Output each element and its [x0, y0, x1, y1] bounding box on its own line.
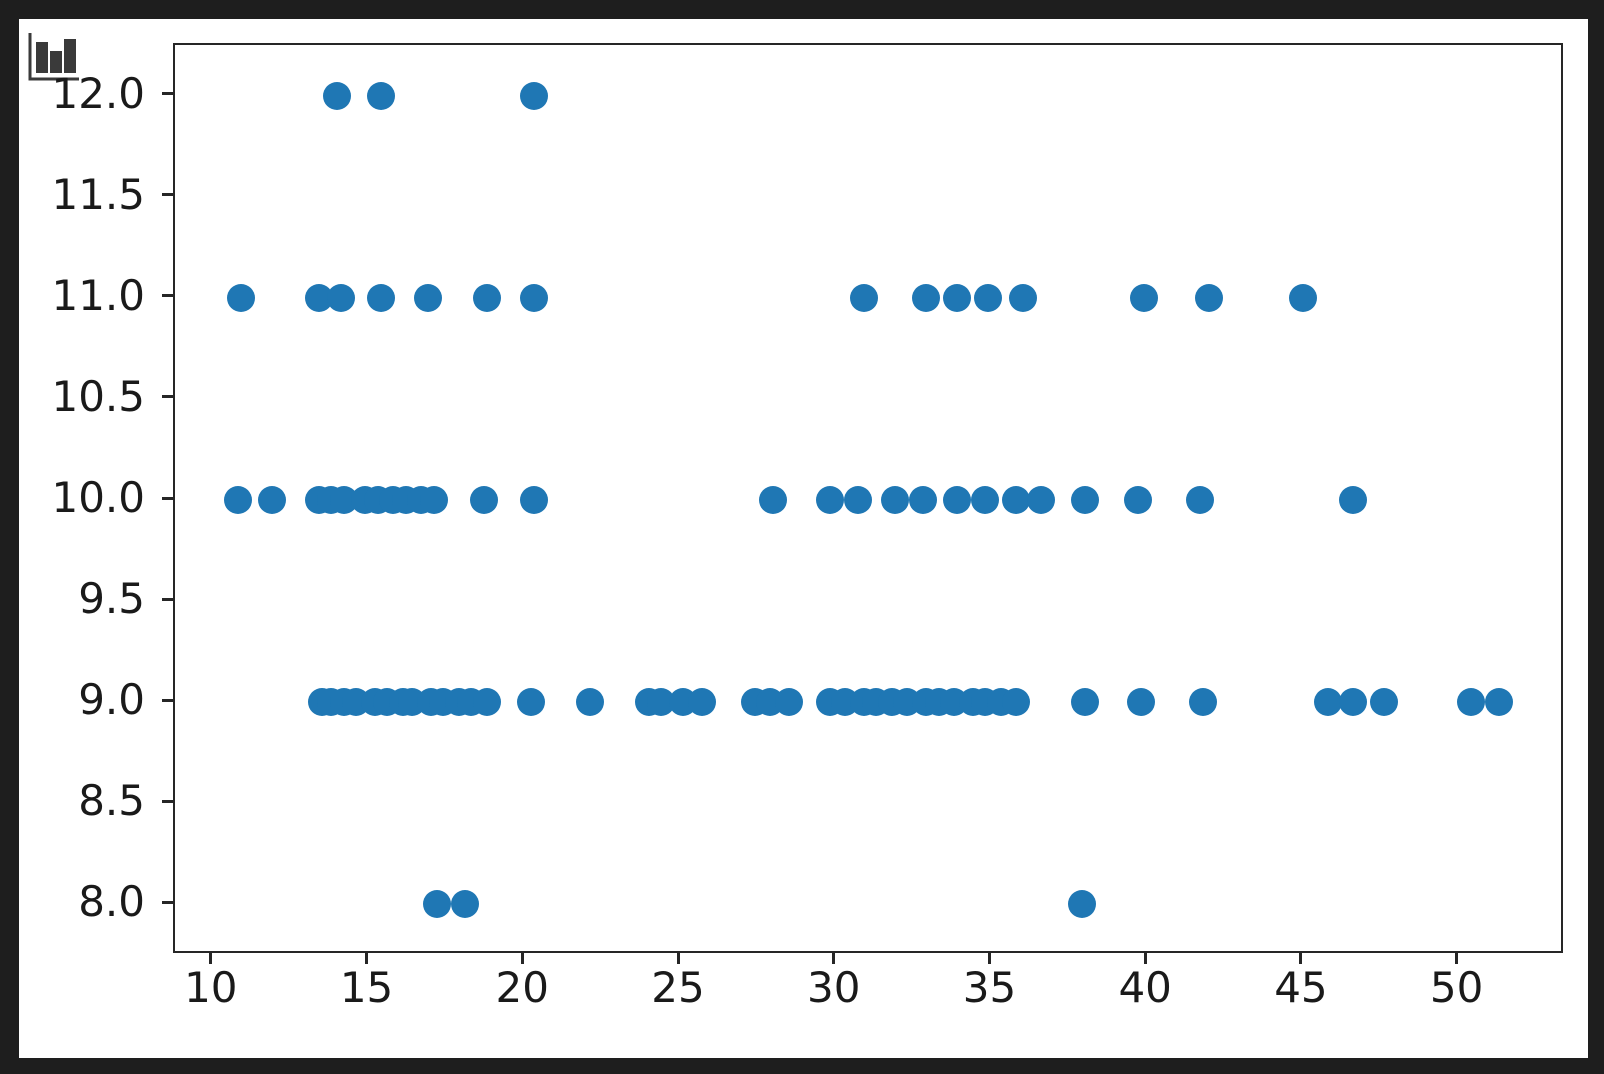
scatter-point: [775, 688, 804, 717]
scatter-point: [1027, 486, 1056, 514]
y-tick-label: 8.0: [78, 877, 145, 927]
scatter-point: [223, 486, 252, 514]
scatter-point: [971, 486, 1000, 514]
scatter-point: [519, 283, 548, 312]
scatter-point: [423, 890, 452, 919]
scatter-point: [519, 486, 548, 514]
x-tick-label: 10: [184, 963, 238, 1012]
scatter-point: [687, 688, 716, 717]
x-tick-mark: [1143, 951, 1147, 964]
scatter-point: [326, 283, 355, 312]
y-tick-mark: [162, 900, 175, 904]
scatter-point: [1369, 688, 1398, 717]
scatter-point: [1313, 688, 1342, 717]
bar-chart-icon: [28, 33, 79, 81]
x-tick-mark: [1299, 951, 1303, 964]
y-tick-label: 9.0: [78, 675, 145, 725]
plot-area: [173, 43, 1563, 953]
x-tick-label: 20: [495, 963, 549, 1012]
scatter-point: [1123, 486, 1152, 514]
y-tick-mark: [162, 294, 175, 298]
scatter-point: [1338, 486, 1367, 514]
scatter-point: [1070, 486, 1099, 514]
y-tick-mark: [162, 799, 175, 803]
scatter-point: [908, 486, 937, 514]
x-tick-label: 45: [1274, 963, 1328, 1012]
scatter-point: [323, 81, 352, 110]
scatter-point: [472, 283, 501, 312]
scatter-point: [1130, 283, 1159, 312]
scatter-point: [469, 486, 498, 514]
scatter-point: [1067, 890, 1096, 919]
scatter-point: [1288, 283, 1317, 312]
y-tick-label: 11.0: [51, 270, 145, 320]
scatter-point: [226, 283, 255, 312]
x-tick-mark: [832, 951, 836, 964]
scatter-point: [759, 486, 788, 514]
x-tick-label: 40: [1118, 963, 1172, 1012]
x-tick-label: 25: [651, 963, 705, 1012]
y-tick-mark: [162, 597, 175, 601]
y-tick-label: 8.5: [78, 776, 145, 826]
scatter-point: [451, 890, 480, 919]
scatter-point: [1126, 688, 1155, 717]
x-tick-label: 35: [962, 963, 1017, 1012]
x-tick-mark: [676, 951, 680, 964]
scatter-point: [1002, 688, 1031, 717]
x-tick-label: 30: [807, 963, 861, 1012]
scatter-point: [1186, 486, 1215, 514]
scatter-point: [815, 486, 844, 514]
x-tick-mark: [987, 951, 991, 964]
x-tick-label: 15: [339, 963, 394, 1012]
y-tick-mark: [162, 193, 175, 197]
y-tick-label: 9.5: [78, 574, 145, 624]
scatter-point: [472, 688, 501, 717]
scatter-point: [943, 486, 972, 514]
scatter-point: [516, 688, 545, 717]
scatter-point: [1070, 688, 1099, 717]
matplotlib-figure: 10 15 20 25 30 35 40 45 50 8.0 8.5 9.0 9.5 10.0 10.5 11…: [19, 19, 1588, 1058]
scatter-point: [1002, 486, 1031, 514]
scatter-point: [1189, 688, 1218, 717]
scatter-point: [943, 283, 972, 312]
y-tick-mark: [162, 698, 175, 702]
x-tick-mark: [365, 951, 369, 964]
scatter-point: [575, 688, 604, 717]
scatter-point: [257, 486, 286, 514]
y-tick-label: 10.5: [51, 371, 145, 421]
scatter-point: [1338, 688, 1367, 717]
scatter-point: [880, 486, 909, 514]
scatter-point: [1008, 283, 1037, 312]
scatter-point: [519, 81, 548, 110]
scatter-point: [367, 81, 395, 110]
y-tick-label: 12.0: [51, 68, 145, 118]
scatter-point: [413, 283, 442, 312]
x-tick-mark: [520, 951, 524, 964]
scatter-point: [419, 486, 448, 514]
y-tick-mark: [162, 395, 175, 399]
x-tick-mark: [1455, 951, 1459, 964]
y-tick-label: 10.0: [51, 473, 145, 522]
x-tick-mark: [209, 951, 213, 964]
scatter-point: [1485, 688, 1514, 717]
scatter-point: [912, 283, 941, 312]
scatter-point: [1195, 283, 1224, 312]
y-tick-mark: [162, 92, 175, 96]
scatter-point: [843, 486, 872, 514]
scatter-point: [849, 283, 878, 312]
scatter-point: [974, 283, 1003, 312]
y-tick-mark: [162, 496, 175, 500]
scatter-point: [1457, 688, 1486, 717]
x-tick-label: 50: [1429, 963, 1484, 1012]
y-tick-label: 11.5: [51, 169, 145, 219]
scatter-point: [367, 283, 395, 312]
